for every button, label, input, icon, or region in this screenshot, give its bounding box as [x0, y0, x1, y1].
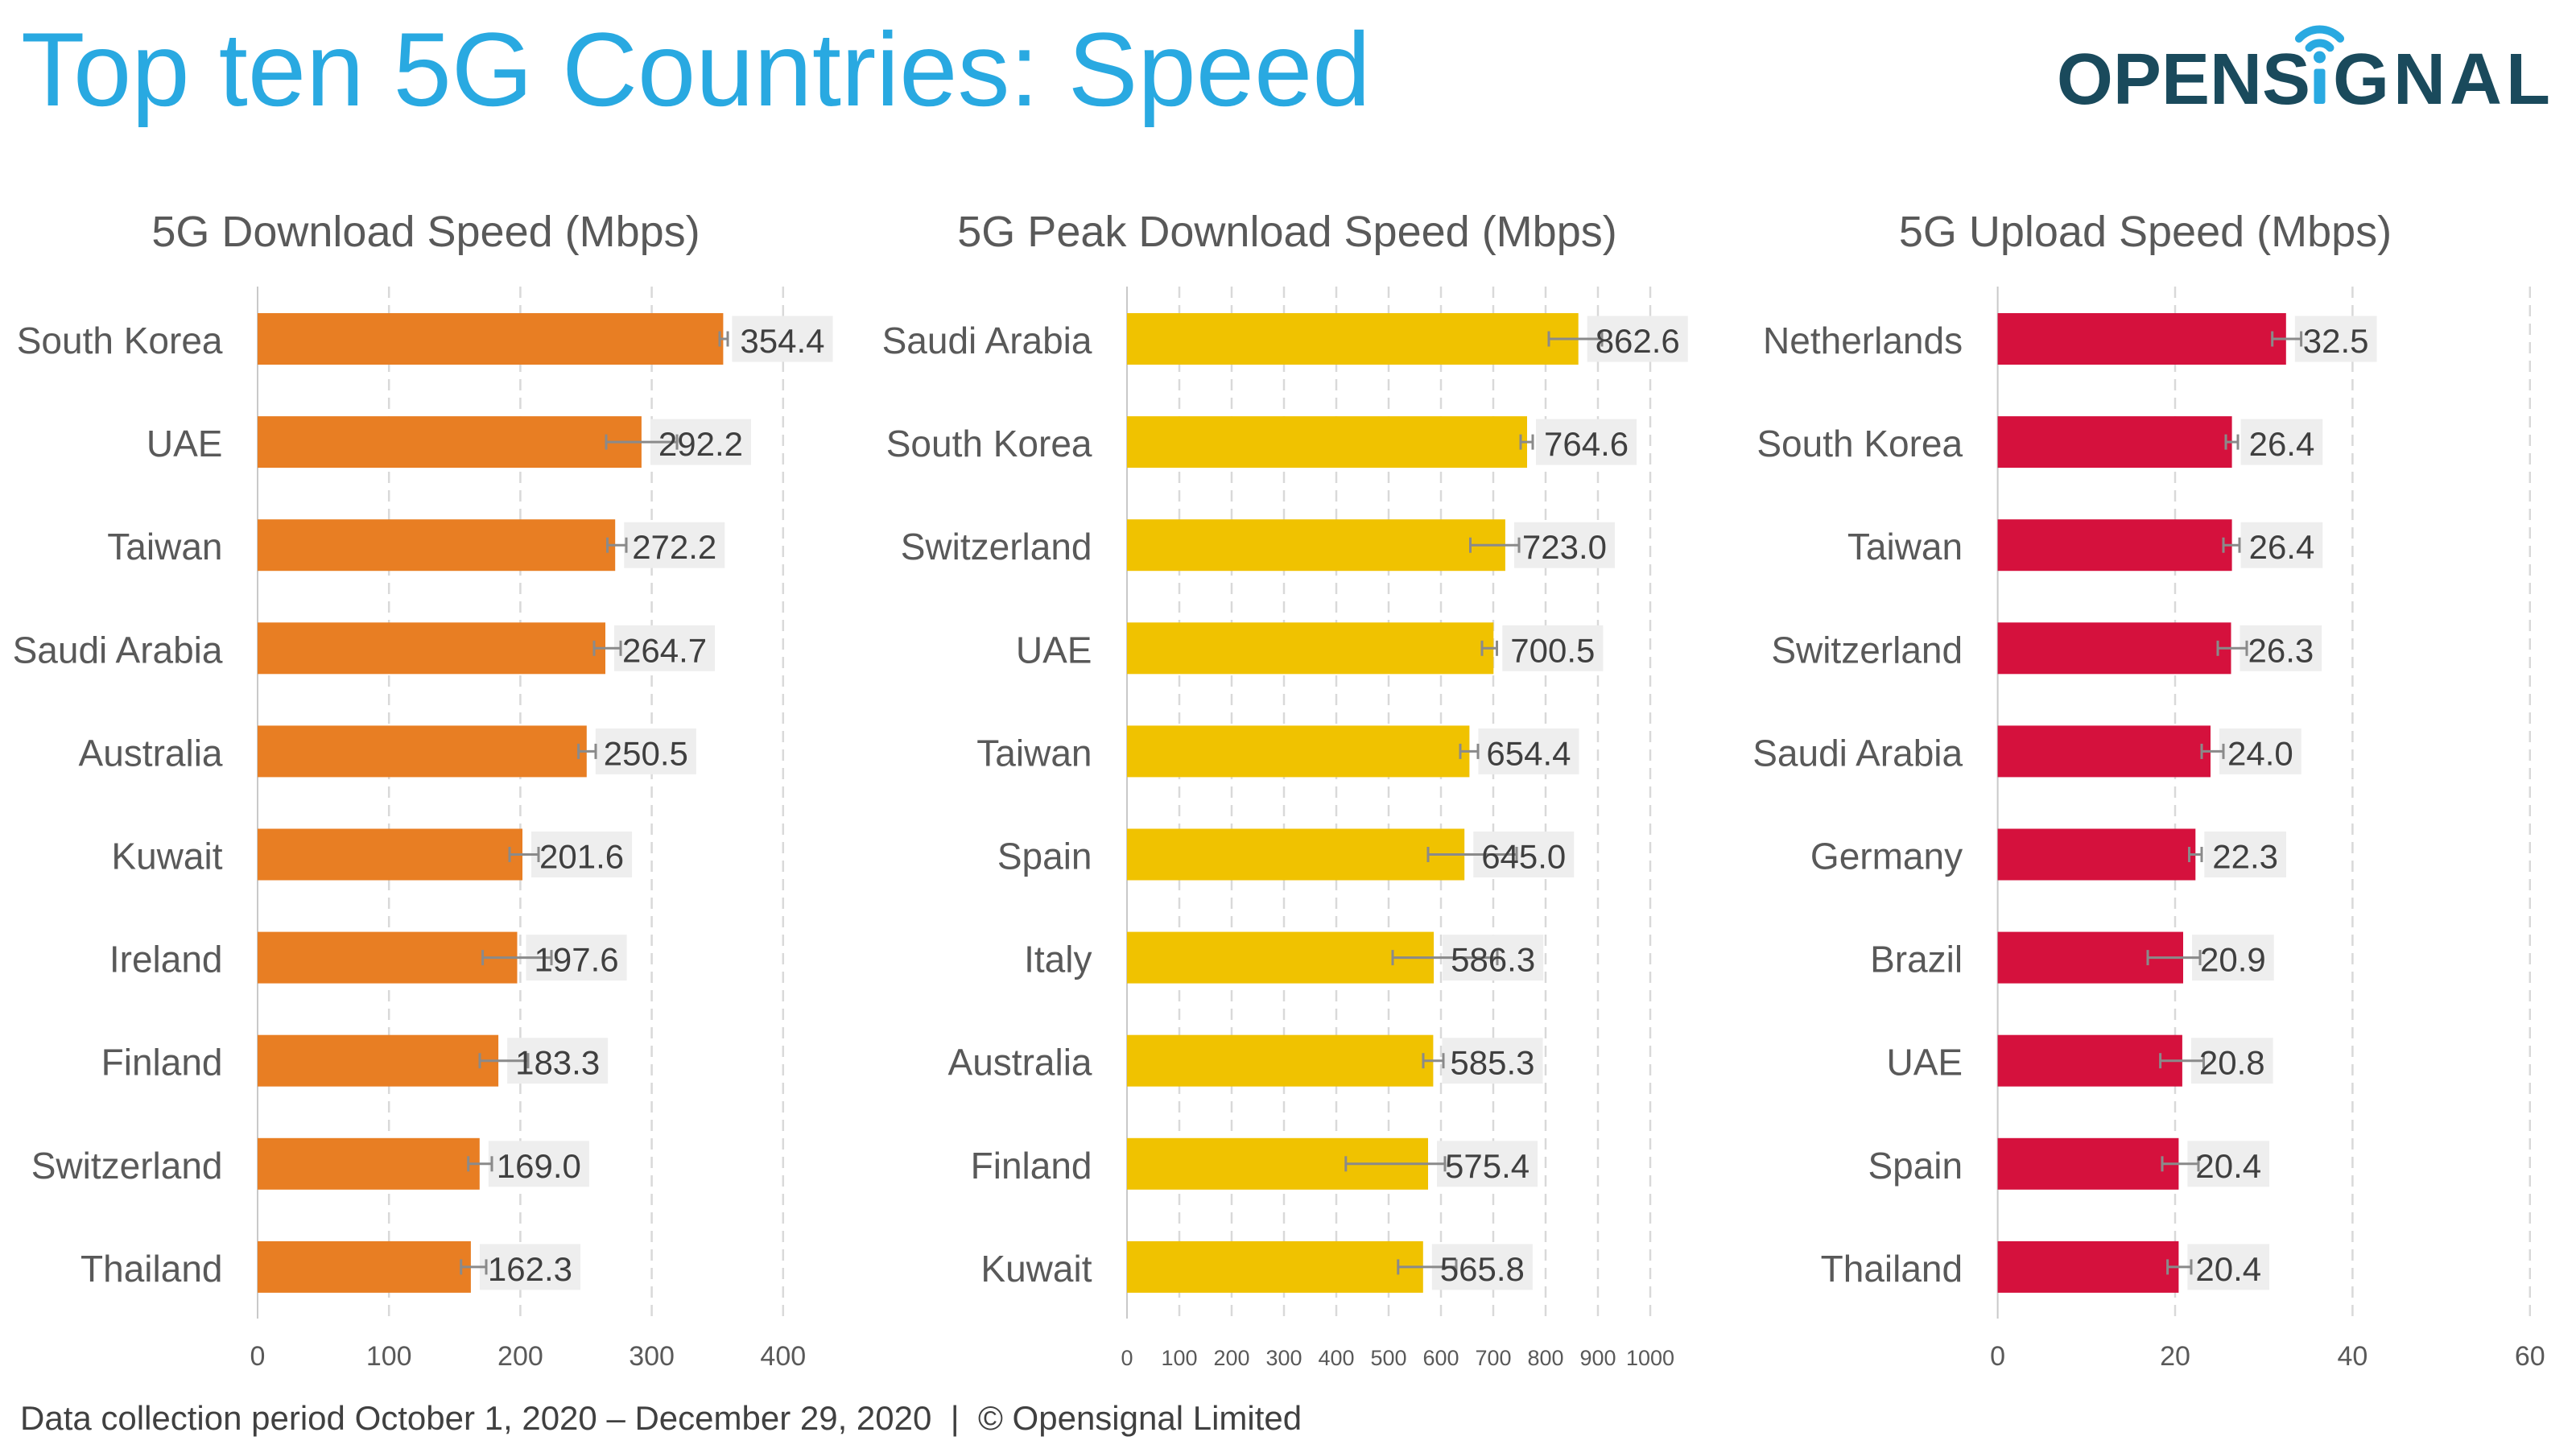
svg-text:700: 700: [1475, 1346, 1511, 1370]
svg-text:20.8: 20.8: [2199, 1044, 2265, 1082]
svg-text:800: 800: [1527, 1346, 1563, 1370]
svg-text:5G Peak Download Speed (Mbps): 5G Peak Download Speed (Mbps): [957, 208, 1616, 256]
svg-text:Taiwan: Taiwan: [107, 526, 222, 568]
svg-text:100: 100: [366, 1341, 412, 1372]
svg-text:South Korea: South Korea: [886, 423, 1092, 464]
svg-text:Brazil: Brazil: [1870, 939, 1963, 980]
svg-text:24.0: 24.0: [2227, 734, 2293, 772]
svg-text:862.6: 862.6: [1596, 322, 1680, 360]
svg-text:0: 0: [1121, 1346, 1133, 1370]
svg-text:Saudi Arabia: Saudi Arabia: [882, 320, 1092, 361]
svg-text:20.4: 20.4: [2195, 1147, 2261, 1185]
svg-text:Spain: Spain: [997, 836, 1092, 877]
svg-text:20.9: 20.9: [2200, 941, 2266, 979]
svg-text:585.3: 585.3: [1450, 1044, 1534, 1082]
svg-text:575.4: 575.4: [1445, 1147, 1530, 1185]
svg-text:Top ten 5G Countries: Speed: Top ten 5G Countries: Speed: [21, 10, 1371, 128]
svg-text:26.4: 26.4: [2249, 528, 2315, 566]
svg-text:OPENS: OPENS: [2057, 39, 2310, 120]
svg-text:197.6: 197.6: [535, 941, 619, 979]
svg-text:26.3: 26.3: [2248, 631, 2314, 669]
svg-text:272.2: 272.2: [632, 528, 716, 566]
svg-text:1000: 1000: [1626, 1346, 1674, 1370]
svg-text:300: 300: [1265, 1346, 1302, 1370]
svg-text:723.0: 723.0: [1522, 528, 1607, 566]
svg-text:20: 20: [2160, 1341, 2190, 1372]
svg-text:UAE: UAE: [147, 423, 223, 464]
svg-text:0: 0: [1990, 1341, 2005, 1372]
svg-text:400: 400: [760, 1341, 806, 1372]
svg-text:5G Download Speed (Mbps): 5G Download Speed (Mbps): [151, 208, 700, 256]
svg-text:100: 100: [1161, 1346, 1197, 1370]
svg-text:654.4: 654.4: [1486, 734, 1571, 772]
svg-text:201.6: 201.6: [539, 838, 624, 876]
svg-text:Finland: Finland: [971, 1145, 1092, 1187]
svg-text:Switzerland: Switzerland: [1771, 629, 1963, 671]
svg-text:5G Upload Speed (Mbps): 5G Upload Speed (Mbps): [1899, 208, 2392, 256]
svg-text:354.4: 354.4: [740, 322, 824, 360]
svg-text:600: 600: [1422, 1346, 1459, 1370]
svg-text:Taiwan: Taiwan: [976, 732, 1092, 774]
svg-text:200: 200: [1213, 1346, 1249, 1370]
svg-text:250.5: 250.5: [604, 734, 688, 772]
svg-text:Thailand: Thailand: [80, 1248, 222, 1290]
svg-text:500: 500: [1370, 1346, 1406, 1370]
svg-text:Data collection period October: Data collection period October 1, 2020 –…: [20, 1399, 1302, 1437]
svg-text:Taiwan: Taiwan: [1847, 526, 1963, 568]
svg-text:Australia: Australia: [948, 1042, 1092, 1084]
svg-text:300: 300: [629, 1341, 675, 1372]
svg-text:565.8: 565.8: [1440, 1250, 1525, 1288]
svg-text:40: 40: [2337, 1341, 2368, 1372]
svg-text:Switzerland: Switzerland: [901, 526, 1092, 568]
svg-text:764.6: 764.6: [1544, 425, 1629, 463]
svg-text:162.3: 162.3: [488, 1250, 572, 1288]
svg-text:GNAL: GNAL: [2333, 39, 2554, 120]
svg-text:UAE: UAE: [1887, 1042, 1963, 1084]
svg-text:Netherlands: Netherlands: [1763, 320, 1963, 361]
svg-text:292.2: 292.2: [658, 425, 743, 463]
svg-text:200: 200: [497, 1341, 543, 1372]
svg-text:Spain: Spain: [1868, 1145, 1963, 1187]
svg-text:645.0: 645.0: [1481, 838, 1566, 876]
svg-text:586.3: 586.3: [1451, 941, 1535, 979]
svg-text:Finland: Finland: [101, 1042, 223, 1084]
svg-text:20.4: 20.4: [2195, 1250, 2261, 1288]
svg-text:UAE: UAE: [1016, 629, 1092, 671]
svg-text:Australia: Australia: [79, 732, 223, 774]
svg-text:Saudi Arabia: Saudi Arabia: [1752, 732, 1963, 774]
svg-text:0: 0: [250, 1341, 266, 1372]
svg-text:Kuwait: Kuwait: [980, 1248, 1092, 1290]
svg-text:60: 60: [2515, 1341, 2545, 1372]
svg-text:264.7: 264.7: [622, 631, 707, 669]
svg-text:Italy: Italy: [1024, 939, 1092, 980]
svg-text:Thailand: Thailand: [1821, 1248, 1963, 1290]
svg-text:169.0: 169.0: [497, 1147, 581, 1185]
svg-text:22.3: 22.3: [2212, 838, 2278, 876]
svg-text:South Korea: South Korea: [17, 320, 223, 361]
svg-text:900: 900: [1579, 1346, 1616, 1370]
svg-text:South Korea: South Korea: [1757, 423, 1963, 464]
svg-text:400: 400: [1318, 1346, 1354, 1370]
svg-text:700.5: 700.5: [1510, 631, 1595, 669]
svg-text:Switzerland: Switzerland: [31, 1145, 223, 1187]
svg-text:Kuwait: Kuwait: [111, 836, 222, 877]
svg-text:Saudi Arabia: Saudi Arabia: [13, 629, 223, 671]
svg-text:183.3: 183.3: [515, 1044, 600, 1082]
svg-text:26.4: 26.4: [2249, 425, 2315, 463]
svg-text:Germany: Germany: [1810, 836, 1963, 877]
svg-text:32.5: 32.5: [2303, 322, 2369, 360]
svg-text:Ireland: Ireland: [109, 939, 223, 980]
